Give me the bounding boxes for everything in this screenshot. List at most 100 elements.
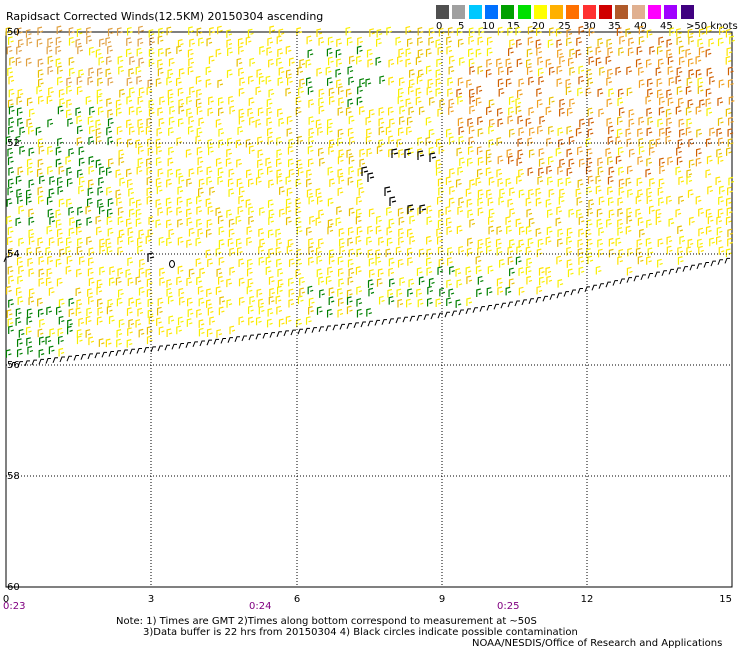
wind-barb — [116, 338, 122, 348]
wind-barb — [268, 296, 275, 305]
wind-barb — [148, 48, 155, 57]
wind-barb — [47, 118, 54, 128]
legend-label: 0 — [436, 21, 443, 32]
wind-barb — [587, 128, 594, 138]
wind-barb — [287, 146, 294, 155]
wind-barb — [337, 155, 344, 165]
wind-barb — [267, 229, 274, 238]
wind-barb — [437, 177, 444, 187]
wind-barb — [316, 268, 323, 278]
wind-barb — [116, 27, 123, 36]
wind-barb — [77, 169, 83, 178]
edge-tick — [171, 343, 177, 350]
wind-barb — [116, 297, 123, 307]
edge-tick — [402, 316, 408, 323]
wind-barb — [327, 219, 334, 228]
edge-tick — [269, 332, 275, 338]
wind-barb — [725, 108, 732, 117]
wind-barb — [646, 195, 653, 205]
wind-barb — [58, 315, 65, 325]
legend-label: 20 — [532, 21, 545, 32]
wind-barb — [276, 136, 283, 146]
x-tick-label: 0 — [3, 594, 9, 605]
wind-barb — [367, 279, 374, 288]
wind-barb — [238, 195, 245, 205]
wind-barb — [548, 156, 554, 165]
wind-barb — [245, 36, 252, 46]
edge-tick — [682, 266, 688, 272]
wind-barb — [108, 158, 114, 167]
wind-barb — [428, 128, 435, 138]
wind-barb — [238, 115, 245, 125]
wind-barb — [566, 167, 573, 177]
wind-barb — [196, 195, 202, 205]
wind-barb — [177, 236, 184, 246]
wind-barb — [238, 277, 245, 287]
wind-barb — [68, 37, 75, 46]
wind-barb — [577, 87, 583, 97]
wind-barb — [486, 189, 492, 198]
wind-barb — [508, 155, 514, 165]
wind-barb — [446, 279, 453, 288]
wind-barb — [606, 117, 613, 127]
wind-barb — [37, 297, 43, 307]
wind-barb — [366, 308, 373, 317]
wind-barb — [405, 48, 412, 57]
wind-barb — [569, 48, 576, 58]
wind-barb — [348, 248, 355, 258]
wind-barb — [437, 246, 444, 255]
wind-barb — [135, 66, 142, 75]
wind-barb — [85, 315, 92, 325]
wind-barb — [298, 86, 304, 96]
wind-barb — [508, 106, 514, 116]
wind-barb — [318, 88, 325, 98]
wind-barb — [28, 179, 35, 188]
wind-barb — [15, 217, 22, 227]
wind-barb — [705, 48, 712, 58]
wind-barb — [27, 166, 34, 176]
wind-barb — [465, 188, 472, 197]
wind-barb — [37, 328, 44, 338]
wind-barb — [437, 266, 444, 275]
legend-swatch — [517, 5, 531, 19]
wind-barb — [217, 97, 224, 106]
wind-barb — [187, 308, 194, 318]
wind-barb — [376, 38, 382, 47]
wind-barb — [265, 75, 272, 85]
wind-barb — [195, 237, 202, 247]
wind-barb — [215, 157, 222, 167]
wind-barb — [285, 175, 292, 185]
wind-barb — [258, 305, 265, 315]
wind-barb — [539, 276, 545, 286]
wind-barb — [7, 186, 14, 196]
wind-barb — [535, 39, 542, 48]
wind-barb — [416, 288, 422, 298]
wind-barb — [146, 326, 153, 335]
wind-barb — [499, 188, 506, 197]
wind-barb — [256, 288, 263, 298]
legend-swatch — [631, 5, 645, 19]
wind-barb — [7, 99, 14, 108]
edge-tick — [45, 358, 51, 364]
wind-barb — [95, 159, 102, 168]
credit-line: NOAA/NESDIS/Office of Research and Appli… — [472, 638, 723, 649]
wind-barb — [166, 279, 173, 288]
wind-barb — [647, 78, 653, 87]
wind-barb — [505, 286, 512, 296]
wind-barb — [267, 127, 273, 137]
wind-barb — [88, 247, 95, 256]
wind-barb — [636, 46, 643, 55]
wind-barb — [188, 26, 194, 35]
wind-barb — [155, 138, 162, 148]
wind-barb — [68, 227, 75, 237]
wind-barb — [456, 147, 463, 157]
wind-barb — [528, 107, 535, 116]
wind-barb — [496, 137, 503, 146]
wind-barb — [16, 27, 23, 37]
wind-barb — [527, 25, 534, 35]
wind-barb — [196, 106, 203, 115]
wind-barb — [26, 97, 33, 106]
wind-barb — [327, 56, 334, 66]
wind-barb — [308, 116, 315, 125]
wind-barb — [607, 136, 614, 145]
